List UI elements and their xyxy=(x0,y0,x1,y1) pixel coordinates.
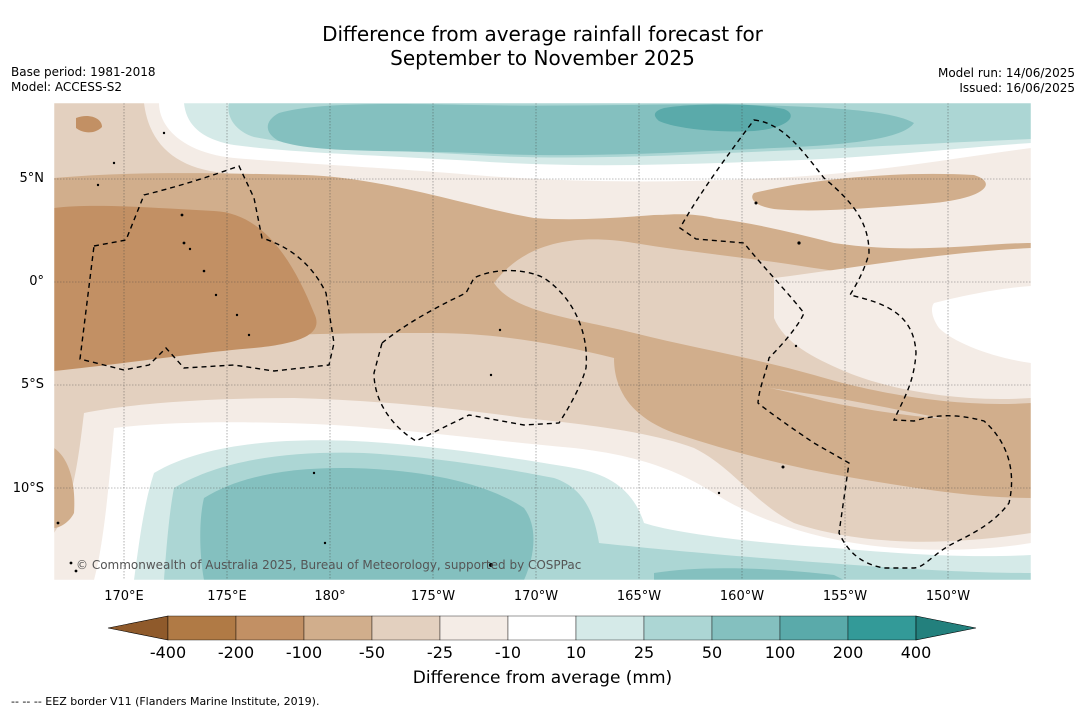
east-light-patch xyxy=(774,248,1031,399)
lon-label-170e: 170°E xyxy=(104,589,144,604)
lat-label-5n: 5°N xyxy=(19,171,45,186)
south-wet-50 xyxy=(200,468,534,580)
meta-right: Model run: 14/06/2025 Issued: 16/06/2025 xyxy=(938,66,1075,96)
cb-tick-100: 100 xyxy=(764,643,796,662)
copyright-notice: © Commonwealth of Australia 2025, Bureau… xyxy=(76,558,582,572)
northeast-dry-50 xyxy=(752,173,986,211)
lat-label-5s: 5°S xyxy=(20,377,44,392)
colorbar-bin xyxy=(439,615,509,641)
issued-date: Issued: 16/06/2025 xyxy=(959,81,1075,95)
lon-label-150w: 150°W xyxy=(925,589,971,604)
map-title: Difference from average rainfall forecas… xyxy=(0,22,1085,70)
cb-tick-m200: -200 xyxy=(217,643,255,662)
west-dry-patch xyxy=(76,116,102,133)
title-line-1: Difference from average rainfall forecas… xyxy=(322,22,763,46)
lon-label-175e: 175°E xyxy=(207,589,247,604)
lon-label-160w: 160°W xyxy=(719,589,765,604)
north-dry-patch xyxy=(644,214,714,224)
colorbar-extend-low xyxy=(107,615,169,641)
cb-tick-10: 10 xyxy=(565,643,587,662)
lon-label-165w: 165°W xyxy=(616,589,662,604)
lon-label-170w: 170°W xyxy=(513,589,559,604)
colorbar-bin xyxy=(847,615,917,641)
eez-tuvalu-phoenix xyxy=(373,269,588,442)
eez-kiribati-gilbert xyxy=(79,165,335,372)
colorbar-bin xyxy=(507,615,577,641)
lon-label-175w: 175°W xyxy=(410,589,456,604)
eez-footnote: -- -- -- EEZ border V11 (Flanders Marine… xyxy=(11,695,320,708)
colorbar xyxy=(107,615,977,641)
colorbar-bin xyxy=(303,615,373,641)
cb-tick-m25: -25 xyxy=(426,643,454,662)
cb-tick-400: 400 xyxy=(900,643,932,662)
lat-label-10s: 10°S xyxy=(12,481,44,496)
colorbar-bin xyxy=(575,615,645,641)
colorbar-bin xyxy=(711,615,781,641)
cb-tick-m10: -10 xyxy=(494,643,522,662)
eez-line-islands xyxy=(679,119,1013,569)
cb-tick-m400: -400 xyxy=(149,643,187,662)
cb-tick-50: 50 xyxy=(701,643,723,662)
colorbar-bin xyxy=(779,615,849,641)
colorbar-bin xyxy=(235,615,305,641)
title-line-2: September to November 2025 xyxy=(390,46,695,70)
island-dots xyxy=(56,131,801,573)
model-name: Model: ACCESS-S2 xyxy=(11,80,123,94)
colorbar-extend-high xyxy=(915,615,977,641)
west-dry-100 xyxy=(54,205,317,371)
cb-tick-m50: -50 xyxy=(358,643,386,662)
lon-label-180: 180° xyxy=(314,589,346,604)
cb-tick-200: 200 xyxy=(832,643,864,662)
cb-tick-25: 25 xyxy=(633,643,655,662)
colorbar-bin xyxy=(167,615,237,641)
south-wet-50-east xyxy=(654,568,844,580)
colorbar-bin xyxy=(371,615,441,641)
lat-label-0: 0° xyxy=(29,274,44,289)
cb-tick-m100: -100 xyxy=(285,643,323,662)
graticule xyxy=(54,103,1031,580)
model-run: Model run: 14/06/2025 xyxy=(937,66,1075,80)
north-wet-100 xyxy=(654,104,791,132)
east-neutral-patch xyxy=(931,286,1031,363)
meta-left: Base period: 1981-2018 Model: ACCESS-S2 xyxy=(11,65,156,95)
rainfall-map xyxy=(54,103,1031,580)
colorbar-bin xyxy=(643,615,713,641)
southeast-dry-50 xyxy=(614,358,1031,498)
colorbar-title: Difference from average (mm) xyxy=(412,668,673,688)
lon-label-155w: 155°W xyxy=(822,589,868,604)
eez-borders xyxy=(79,119,1013,569)
base-period: Base period: 1981-2018 xyxy=(11,65,156,79)
